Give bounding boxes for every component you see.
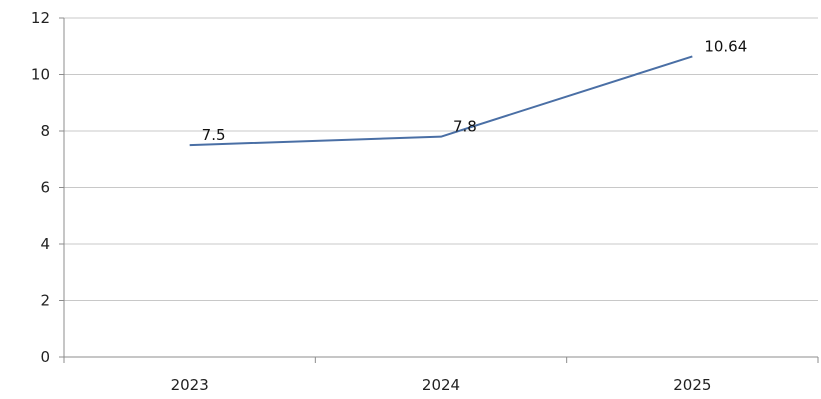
data-label-2023: 7.5 (202, 126, 226, 144)
x-axis-tick-labels: 2023 2024 2025 (171, 376, 712, 394)
y-tick-label-4: 4 (40, 235, 50, 253)
data-labels: 7.5 7.8 10.64 (202, 37, 748, 144)
data-label-2025: 10.64 (704, 37, 747, 55)
series-line-0 (189, 55, 693, 147)
y-axis-tick-labels: 0 2 4 6 8 10 12 (31, 9, 50, 366)
y-tick-label-2: 2 (40, 292, 50, 310)
series (189, 55, 693, 147)
data-label-2024: 7.8 (453, 118, 477, 136)
y-tick-label-0: 0 (40, 348, 50, 366)
y-tick-label-10: 10 (31, 66, 50, 84)
x-tick-label-2023: 2023 (171, 376, 209, 394)
y-tick-label-6: 6 (40, 179, 50, 197)
x-tick-label-2025: 2025 (673, 376, 711, 394)
gridlines (64, 17, 818, 301)
y-tick-label-12: 12 (31, 9, 50, 27)
x-tick-label-2024: 2024 (422, 376, 460, 394)
y-tick-label-8: 8 (40, 122, 50, 140)
axes (59, 17, 819, 363)
